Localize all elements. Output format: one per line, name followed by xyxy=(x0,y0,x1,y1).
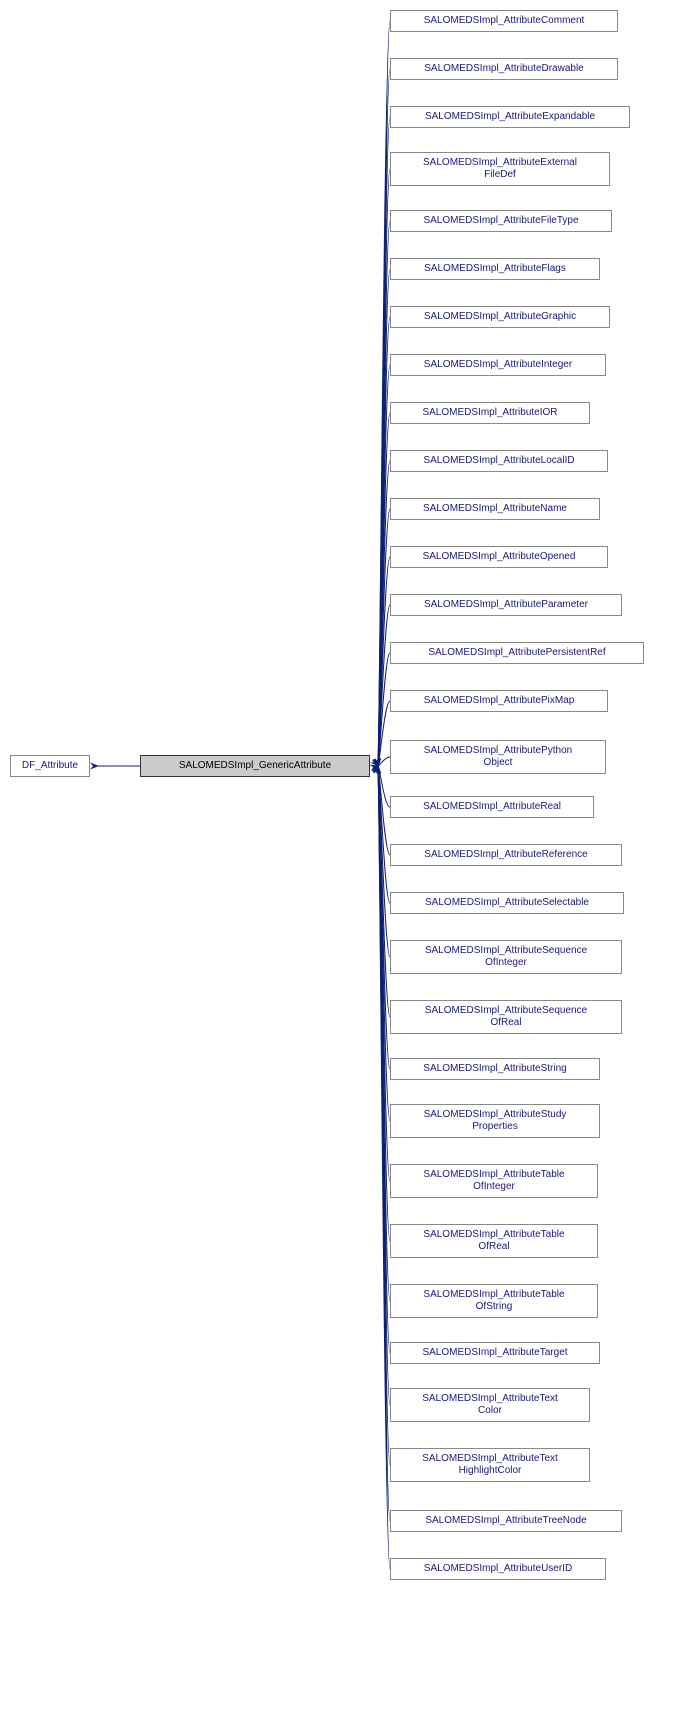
attr-seq-real-node[interactable]: SALOMEDSImpl_AttributeSequence OfReal xyxy=(390,1000,622,1034)
attr-seq-integer-node[interactable]: SALOMEDSImpl_AttributeSequence OfInteger xyxy=(390,940,622,974)
attr-treenode-node[interactable]: SALOMEDSImpl_AttributeTreeNode xyxy=(390,1510,622,1532)
df-attribute-node[interactable]: DF_Attribute xyxy=(10,755,90,777)
attr-external-filedef-node[interactable]: SALOMEDSImpl_AttributeExternal FileDef xyxy=(390,152,610,186)
attr-integer-node[interactable]: SALOMEDSImpl_AttributeInteger xyxy=(390,354,606,376)
attr-userid-node[interactable]: SALOMEDSImpl_AttributeUserID xyxy=(390,1558,606,1580)
attr-parameter-node[interactable]: SALOMEDSImpl_AttributeParameter xyxy=(390,594,622,616)
attr-table-real-node[interactable]: SALOMEDSImpl_AttributeTable OfReal xyxy=(390,1224,598,1258)
attr-target-node[interactable]: SALOMEDSImpl_AttributeTarget xyxy=(390,1342,600,1364)
attr-ior-node[interactable]: SALOMEDSImpl_AttributeIOR xyxy=(390,402,590,424)
attr-comment-node[interactable]: SALOMEDSImpl_AttributeComment xyxy=(390,10,618,32)
attr-text-color-node[interactable]: SALOMEDSImpl_AttributeText Color xyxy=(390,1388,590,1422)
attr-opened-node[interactable]: SALOMEDSImpl_AttributeOpened xyxy=(390,546,608,568)
attr-table-string-node[interactable]: SALOMEDSImpl_AttributeTable OfString xyxy=(390,1284,598,1318)
attr-filetype-node[interactable]: SALOMEDSImpl_AttributeFileType xyxy=(390,210,612,232)
attr-text-highlight-node[interactable]: SALOMEDSImpl_AttributeText HighlightColo… xyxy=(390,1448,590,1482)
attr-python-object-node[interactable]: SALOMEDSImpl_AttributePython Object xyxy=(390,740,606,774)
attr-name-node[interactable]: SALOMEDSImpl_AttributeName xyxy=(390,498,600,520)
attr-reference-node[interactable]: SALOMEDSImpl_AttributeReference xyxy=(390,844,622,866)
attr-drawable-node[interactable]: SALOMEDSImpl_AttributeDrawable xyxy=(390,58,618,80)
attr-real-node[interactable]: SALOMEDSImpl_AttributeReal xyxy=(390,796,594,818)
attr-selectable-node[interactable]: SALOMEDSImpl_AttributeSelectable xyxy=(390,892,624,914)
attr-table-integer-node[interactable]: SALOMEDSImpl_AttributeTable OfInteger xyxy=(390,1164,598,1198)
attr-localid-node[interactable]: SALOMEDSImpl_AttributeLocalID xyxy=(390,450,608,472)
attr-graphic-node[interactable]: SALOMEDSImpl_AttributeGraphic xyxy=(390,306,610,328)
attr-study-properties-node[interactable]: SALOMEDSImpl_AttributeStudy Properties xyxy=(390,1104,600,1138)
attr-expandable-node[interactable]: SALOMEDSImpl_AttributeExpandable xyxy=(390,106,630,128)
attr-persistentref-node[interactable]: SALOMEDSImpl_AttributePersistentRef xyxy=(390,642,644,664)
attr-pixmap-node[interactable]: SALOMEDSImpl_AttributePixMap xyxy=(390,690,608,712)
attr-string-node[interactable]: SALOMEDSImpl_AttributeString xyxy=(390,1058,600,1080)
generic-attribute-node[interactable]: SALOMEDSImpl_GenericAttribute xyxy=(140,755,370,777)
attr-flags-node[interactable]: SALOMEDSImpl_AttributeFlags xyxy=(390,258,600,280)
